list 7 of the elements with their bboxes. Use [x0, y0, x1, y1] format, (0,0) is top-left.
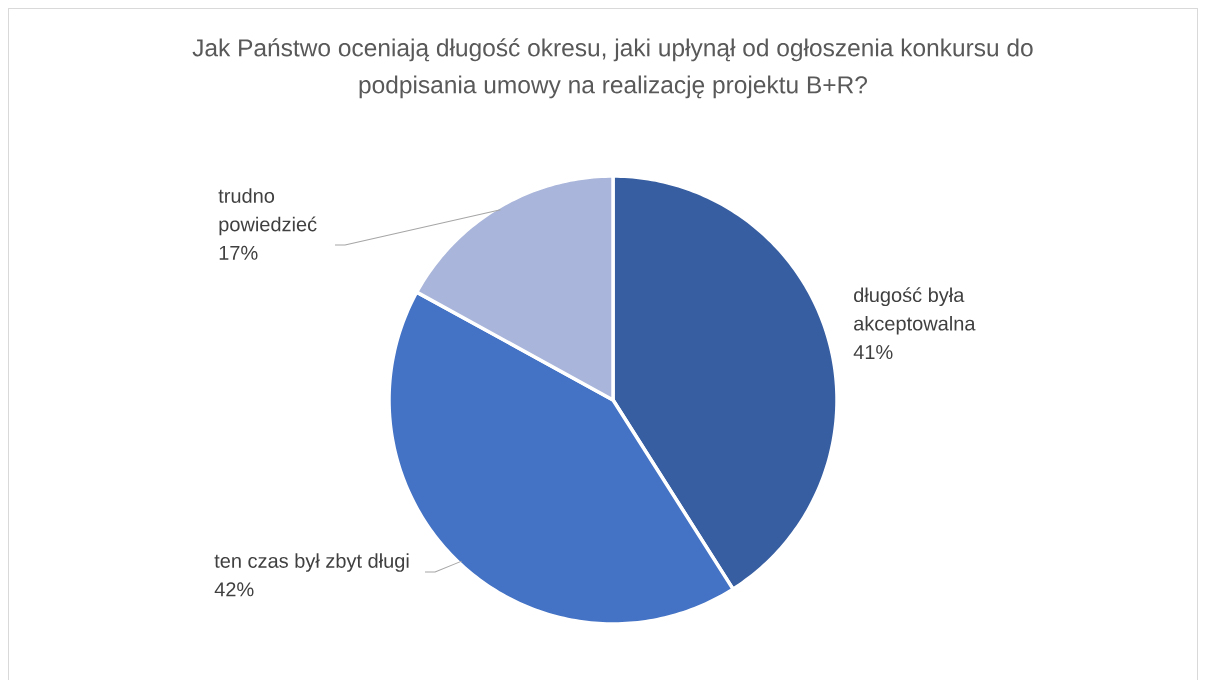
- data-label: 41%: [853, 345, 893, 360]
- slice-label: trudno powiedzieć: [218, 188, 317, 236]
- slice-label: długość była akceptowalna: [854, 287, 976, 335]
- data-label: 42%: [214, 582, 254, 597]
- slice-label: ten czas był zbyt długi: [214, 553, 409, 573]
- chart-title: Jak Państwo oceniają długość okresu, jaki upłynął od ogłoszenia konkursu do podpisania umowy na realizację projektu B+R?: [192, 38, 1033, 99]
- data-label: 17%: [219, 246, 258, 261]
